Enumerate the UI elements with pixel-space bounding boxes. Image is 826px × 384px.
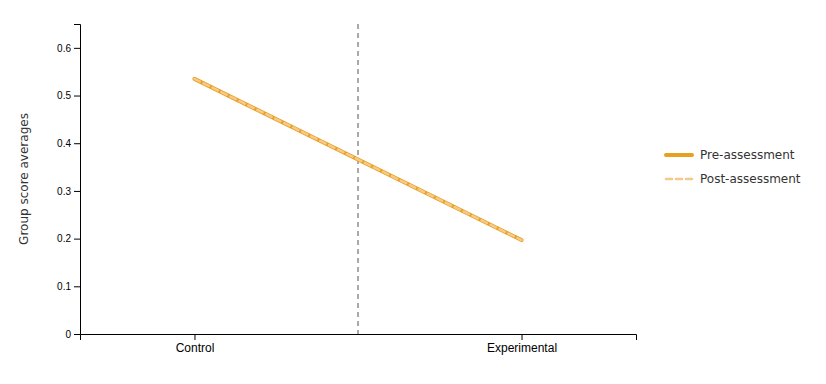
tick-mark (74, 239, 80, 240)
plot: 0 0.1 0.2 0.3 0.4 0.5 0.6 Control Experimental Gr… (17, 24, 637, 355)
legend: Pre-assessment Post-assessment (666, 148, 801, 186)
legend-swatch (666, 178, 692, 181)
tick-mark (74, 48, 80, 49)
series-line (194, 79, 521, 240)
tick-label: 0.3 (57, 186, 71, 197)
tick-mark (74, 143, 80, 144)
axis-line (74, 25, 81, 335)
tick-mark (74, 191, 80, 192)
legend-label: Pre-assessment (700, 148, 795, 162)
axis-title: Group score averages (17, 113, 31, 245)
y-tick: 0.6 (57, 43, 80, 54)
tick-label: 0.2 (57, 233, 71, 244)
tick-mark (74, 334, 80, 335)
tick-mark (74, 96, 80, 97)
y-tick: 0.4 (57, 138, 80, 149)
x-tick: Experimental (487, 334, 557, 355)
tick-label: 0.6 (57, 43, 71, 54)
tick-label: 0 (65, 329, 71, 340)
x-axis: Control Experimental (81, 334, 637, 355)
tick-mark (74, 286, 80, 287)
y-tick: 0.1 (57, 281, 80, 292)
x-tick: Control (176, 334, 215, 355)
divider (358, 24, 359, 334)
tick-label: 0.4 (57, 138, 71, 149)
legend-swatch (666, 153, 692, 157)
y-tick: 0.5 (57, 90, 80, 101)
tick-mark (522, 334, 523, 340)
y-tick: 0.2 (57, 233, 80, 244)
y-axis: 0 0.1 0.2 0.3 0.4 0.5 0.6 (57, 25, 80, 340)
tick-label: Control (176, 341, 215, 355)
series-line (194, 79, 521, 240)
tick-label: 0.1 (57, 281, 71, 292)
tick-label: 0.5 (57, 90, 71, 101)
y-tick: 0.3 (57, 186, 80, 197)
chart: 0 0.1 0.2 0.3 0.4 0.5 0.6 Control Experimental Gr… (0, 0, 826, 384)
legend-item: Post-assessment (666, 172, 801, 186)
tick-label: Experimental (487, 341, 557, 355)
y-tick: 0 (65, 329, 80, 340)
tick-mark (194, 334, 195, 340)
axis-line (81, 335, 637, 341)
legend-item: Pre-assessment (666, 148, 795, 162)
legend-label: Post-assessment (700, 172, 801, 186)
series-group (194, 79, 521, 240)
